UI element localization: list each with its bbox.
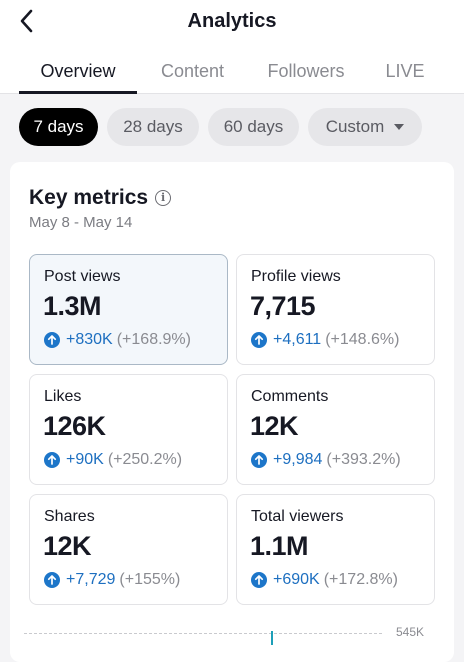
chart-gridline xyxy=(24,633,382,634)
tab-live[interactable]: LIVE xyxy=(385,61,425,81)
metric-label: Post views xyxy=(44,268,121,285)
metric-value: 126K xyxy=(43,411,106,441)
chart-cursor-line xyxy=(271,631,273,645)
metric-label: Comments xyxy=(251,388,329,405)
metric-delta-percent: (+250.2%) xyxy=(107,451,183,468)
metric-card-comments[interactable]: Comments 12K +9,984 (+393.2%) xyxy=(236,374,435,485)
key-metrics-card: Key metrics i May 8 - May 14 Post views … xyxy=(10,162,454,662)
chip-60-days[interactable]: 60 days xyxy=(208,108,299,146)
metric-delta-percent: (+393.2%) xyxy=(326,451,401,468)
metric-value: 7,715 xyxy=(250,291,316,321)
metric-card-total-viewers[interactable]: Total viewers 1.1M +690K (+172.8%) xyxy=(236,494,435,605)
metric-label: Total viewers xyxy=(251,508,344,525)
metric-delta-value: +7,729 xyxy=(66,571,116,588)
metric-delta: +9,984 (+393.2%) xyxy=(251,451,401,469)
tab-overview[interactable]: Overview xyxy=(19,54,137,94)
metric-value: 12K xyxy=(43,531,92,561)
metric-value: 1.3M xyxy=(43,291,102,321)
chip-28-days[interactable]: 28 days xyxy=(107,108,199,146)
metric-delta-percent: (+168.9%) xyxy=(116,331,191,348)
info-icon[interactable]: i xyxy=(155,190,172,206)
tab-bar: Overview Content Followers LIVE xyxy=(0,54,464,94)
arrow-up-icon xyxy=(44,572,60,588)
chip-7-days[interactable]: 7 days xyxy=(19,108,98,146)
metric-delta-value: +690K xyxy=(273,571,320,588)
dropdown-caret-icon xyxy=(394,124,405,130)
tab-content[interactable]: Content xyxy=(160,61,225,81)
metric-delta-value: +90K xyxy=(66,451,104,468)
arrow-up-icon xyxy=(44,452,60,468)
metric-delta-value: +830K xyxy=(66,331,113,348)
metric-delta: +7,729 (+155%) xyxy=(44,571,180,589)
trend-chart-preview[interactable]: 545K xyxy=(24,625,424,645)
metric-card-post-views[interactable]: Post views 1.3M +830K (+168.9%) xyxy=(29,254,228,365)
arrow-up-icon xyxy=(44,332,60,348)
page-title: Analytics xyxy=(187,10,277,32)
metric-card-likes[interactable]: Likes 126K +90K (+250.2%) xyxy=(29,374,228,485)
metric-delta-percent: (+155%) xyxy=(119,571,181,588)
arrow-up-icon xyxy=(251,452,267,468)
metric-delta: +90K (+250.2%) xyxy=(44,451,182,469)
chart-y-max-label: 545K xyxy=(396,625,425,639)
metric-delta: +690K (+172.8%) xyxy=(251,571,398,589)
metric-value: 12K xyxy=(250,411,299,441)
metric-delta: +4,611 (+148.6%) xyxy=(251,331,399,349)
metric-label: Shares xyxy=(44,508,95,525)
metric-label: Profile views xyxy=(251,268,341,285)
metric-card-profile-views[interactable]: Profile views 7,715 +4,611 (+148.6%) xyxy=(236,254,435,365)
metric-delta-percent: (+148.6%) xyxy=(325,331,400,348)
arrow-up-icon xyxy=(251,332,267,348)
metric-delta-value: +9,984 xyxy=(273,451,323,468)
back-arrow-icon[interactable] xyxy=(14,8,40,34)
metric-card-shares[interactable]: Shares 12K +7,729 (+155%) xyxy=(29,494,228,605)
key-metrics-heading: Key metrics i xyxy=(29,186,172,210)
chip-custom-label: Custom xyxy=(325,117,385,136)
chip-custom[interactable]: Custom xyxy=(308,108,422,146)
date-range-label: May 8 - May 14 xyxy=(29,214,133,231)
date-range-filters: 7 days 28 days 60 days Custom xyxy=(0,108,464,148)
tab-followers[interactable]: Followers xyxy=(267,61,345,81)
metric-delta: +830K (+168.9%) xyxy=(44,331,191,349)
arrow-up-icon xyxy=(251,572,267,588)
key-metrics-title: Key metrics xyxy=(29,186,149,209)
metric-delta-value: +4,611 xyxy=(273,331,322,348)
metric-delta-percent: (+172.8%) xyxy=(323,571,398,588)
top-bar: Analytics Overview Content Followers LIV… xyxy=(0,0,464,94)
metric-value: 1.1M xyxy=(250,531,309,561)
metric-label: Likes xyxy=(44,388,82,405)
